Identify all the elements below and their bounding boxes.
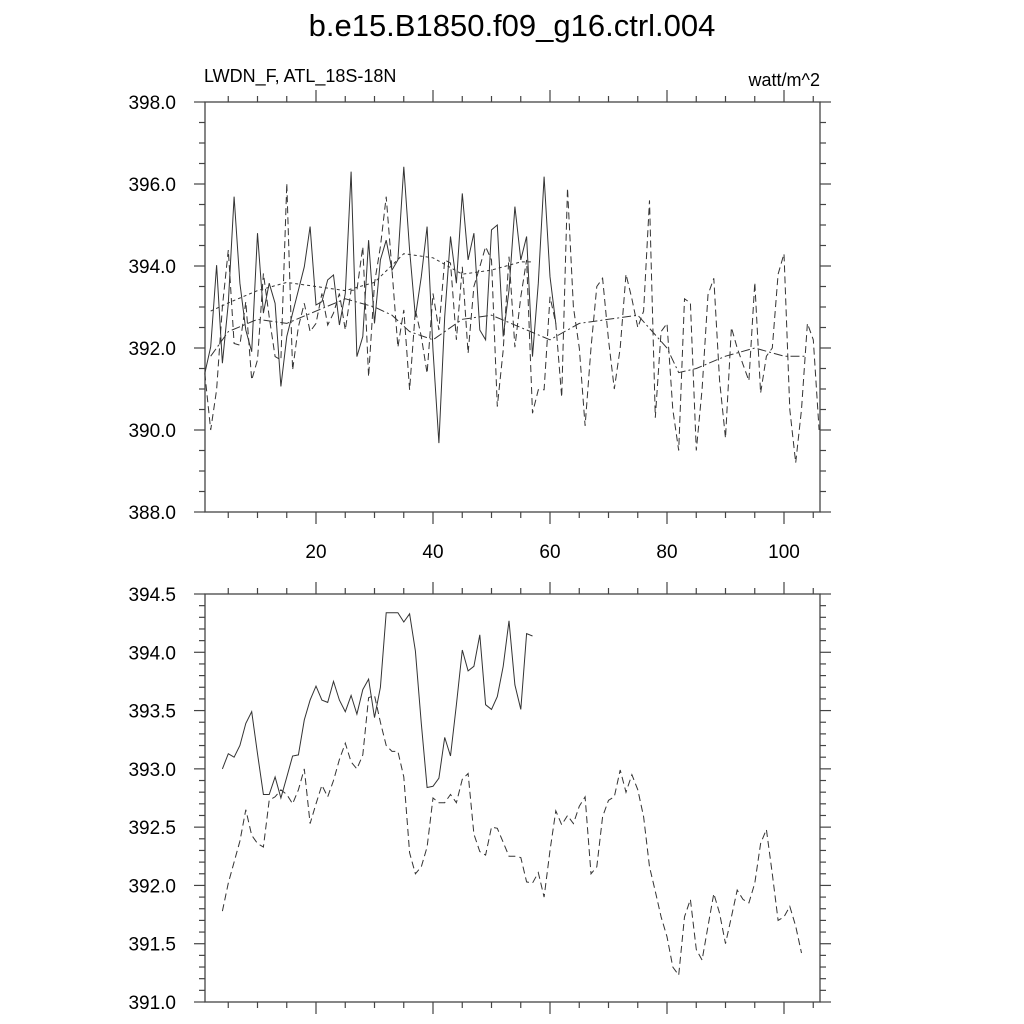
y-tick-label: 392.0 xyxy=(128,876,176,897)
y-tick-label: 393.0 xyxy=(128,760,176,781)
y-tick-label: 393.5 xyxy=(128,702,176,723)
series-smooth-upper xyxy=(210,253,533,312)
x-tick-label: 20 xyxy=(305,542,326,563)
y-tick-label: 394.0 xyxy=(128,257,176,278)
plot-frame xyxy=(204,593,821,1003)
plot-frame xyxy=(204,101,821,513)
series-running-mean-solid xyxy=(221,612,533,800)
x-tick-label: 40 xyxy=(422,542,443,563)
y-tick-label: 394.0 xyxy=(128,643,176,664)
y-tick-label: 394.5 xyxy=(128,585,176,606)
x-tick-label: 100 xyxy=(768,542,800,563)
y-tick-label: 396.0 xyxy=(128,175,176,196)
y-tick-label: 391.5 xyxy=(128,935,176,956)
plot-title: b.e15.B1850.f09_g16.ctrl.004 xyxy=(308,8,716,43)
y-tick-label: 391.0 xyxy=(128,993,176,1014)
variable-region-label: LWDN_F, ATL_18S-18N xyxy=(204,66,397,86)
series-annual-dashed xyxy=(204,183,820,463)
series-running-mean-dashed xyxy=(221,694,802,977)
x-tick-label: 80 xyxy=(656,542,677,563)
y-tick-label: 390.0 xyxy=(128,421,176,442)
y-tick-label: 392.5 xyxy=(128,818,176,839)
units-label: watt/m^2 xyxy=(748,70,820,90)
bottom-panel: 391.0 391.5 392.0 392.5 393.0 393.5 394.0 394.5 xyxy=(128,582,831,1014)
top-panel: 388.0 390.0 392.0 394.0 396.0 398.0 20 40 60 80 10… xyxy=(128,90,831,563)
series-annual-solid xyxy=(204,166,557,444)
series-smooth-lower xyxy=(210,298,808,374)
x-tick-label: 60 xyxy=(539,542,560,563)
y-tick-label: 388.0 xyxy=(128,503,176,524)
y-tick-label: 398.0 xyxy=(128,93,176,114)
y-tick-label: 392.0 xyxy=(128,339,176,360)
